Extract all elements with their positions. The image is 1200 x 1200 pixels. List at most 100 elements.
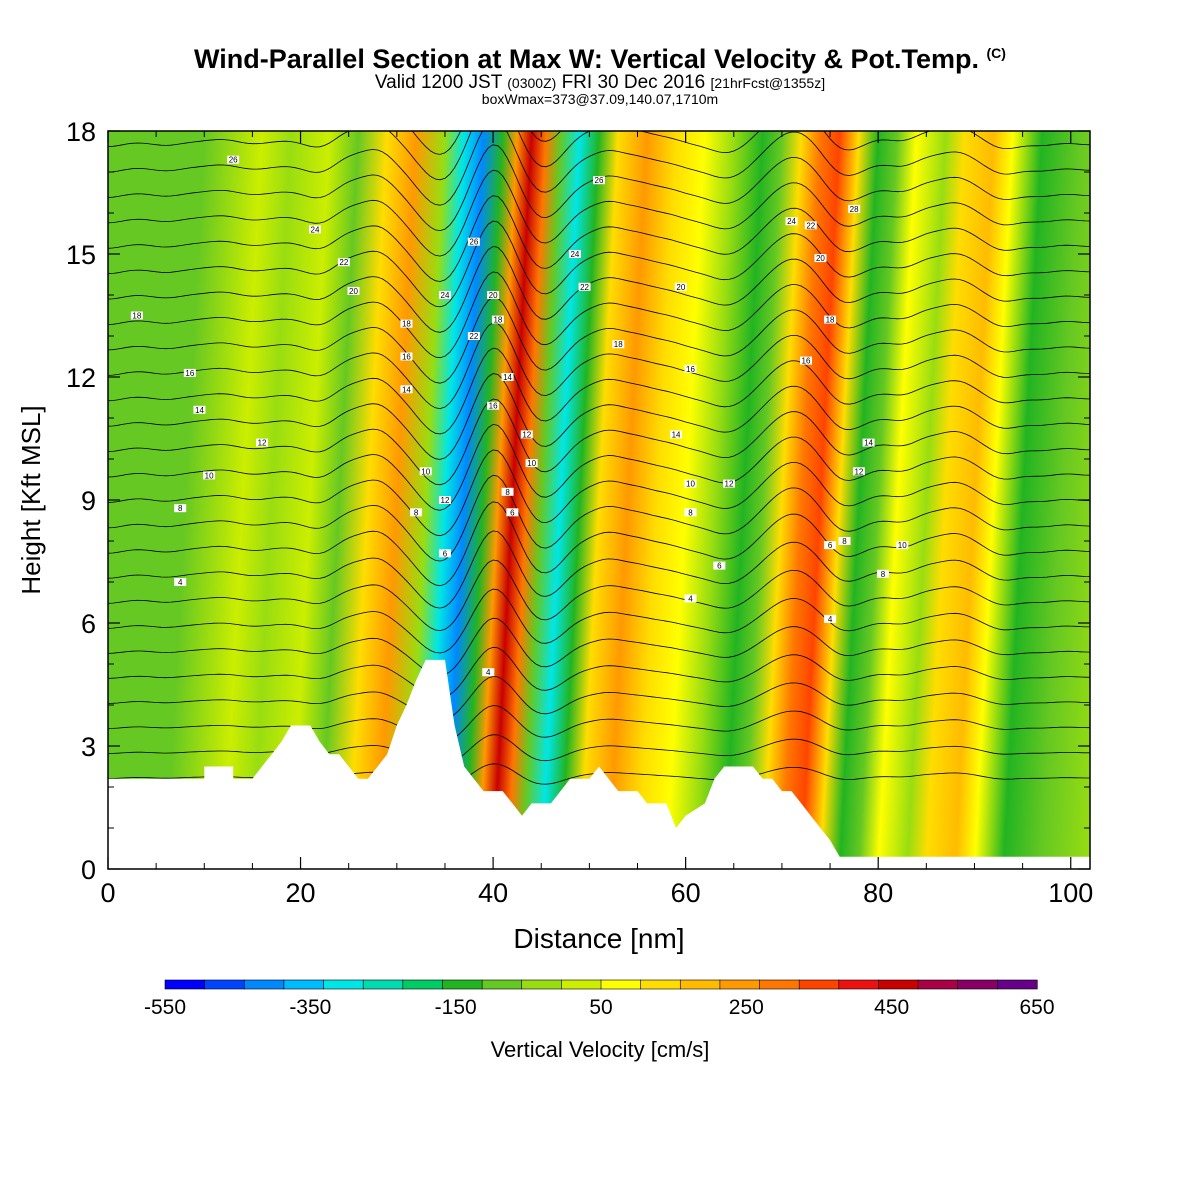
contour-label-text: 8 bbox=[688, 508, 693, 517]
contour-label-text: 10 bbox=[205, 471, 214, 480]
theta-contour-line bbox=[108, 246, 1090, 333]
theta-contour-label: 24 bbox=[568, 250, 581, 259]
terrain bbox=[108, 659, 1090, 869]
theta-contour-label: 20 bbox=[347, 286, 360, 296]
theta-contour-label: 8 bbox=[410, 508, 423, 517]
contour-label-bg bbox=[400, 352, 413, 361]
contour-label-bg bbox=[183, 368, 196, 377]
contour-label-bg bbox=[506, 508, 519, 517]
contour-label-text: 12 bbox=[441, 496, 450, 505]
x-tick-label: 40 bbox=[478, 878, 508, 908]
contour-label-bg bbox=[467, 332, 480, 340]
contour-label-text: 26 bbox=[469, 238, 478, 247]
x-axis-label: Distance [nm] bbox=[513, 923, 684, 954]
theta-contour-line bbox=[108, 373, 1090, 460]
terrain-mask bbox=[108, 659, 1090, 869]
contour-label-text: 4 bbox=[688, 594, 693, 603]
contour-label-bg bbox=[852, 467, 865, 476]
contour-label-bg bbox=[804, 221, 817, 230]
theta-contour-label: 8 bbox=[174, 504, 187, 513]
contour-label-bg bbox=[438, 549, 451, 558]
theta-contour-label: 24 bbox=[438, 291, 451, 300]
theta-contour-label: 4 bbox=[824, 614, 837, 624]
subtitle-utc: (0300Z) bbox=[507, 75, 557, 91]
contour-label-text: 18 bbox=[826, 316, 835, 325]
velocity-shading bbox=[108, 131, 1090, 869]
theta-contour-line bbox=[108, 734, 1090, 766]
contour-label-text: 20 bbox=[349, 287, 358, 296]
theta-contour-label: 16 bbox=[684, 364, 697, 374]
contour-label-bg bbox=[896, 541, 909, 550]
colorbar-tick-label: 250 bbox=[729, 996, 764, 1019]
x-tick-label: 100 bbox=[1048, 878, 1093, 908]
contour-label-text: 18 bbox=[614, 340, 623, 349]
contour-label-bg bbox=[227, 155, 240, 164]
contour-label-bg bbox=[684, 508, 697, 517]
contour-label-text: 10 bbox=[421, 467, 430, 476]
chart-subtitle: Valid 1200 JST (0300Z) FRI 30 Dec 2016 [… bbox=[0, 72, 1200, 94]
theta-contour-line bbox=[108, 423, 1090, 511]
theta-contour-label: 26 bbox=[227, 155, 240, 165]
contour-label-text: 12 bbox=[854, 467, 863, 476]
colorbar-swatch bbox=[561, 979, 602, 990]
contour-label-bg bbox=[193, 405, 206, 414]
axes: 0 20 40 60 80 100 0 3 6 9 12 15 18 bbox=[66, 117, 1093, 908]
theta-contour-label: 8 bbox=[877, 569, 890, 579]
contour-label-text: 22 bbox=[339, 258, 348, 267]
contour-label-bg bbox=[838, 537, 851, 545]
colorbar-swatch bbox=[957, 979, 998, 990]
contour-label-bg bbox=[684, 594, 697, 603]
contour-label-text: 6 bbox=[828, 541, 833, 550]
contour-label-text: 16 bbox=[489, 402, 498, 411]
chart-title: Wind-Parallel Section at Max W: Vertical… bbox=[0, 44, 1200, 75]
contour-label-bg bbox=[337, 258, 350, 267]
contour-label-bg bbox=[684, 364, 697, 373]
theta-contour-line bbox=[108, 271, 1090, 359]
contour-label-bg bbox=[467, 237, 480, 246]
contour-label-bg bbox=[713, 561, 726, 570]
contour-label-text: 28 bbox=[850, 205, 859, 214]
theta-contour-label: 8 bbox=[838, 537, 851, 546]
contour-label-text: 20 bbox=[816, 254, 825, 263]
contour-label-text: 10 bbox=[898, 541, 907, 550]
contour-label-text: 24 bbox=[570, 250, 579, 259]
theta-contour-label: 16 bbox=[400, 352, 413, 362]
contour-label-text: 16 bbox=[402, 353, 411, 362]
contour-label-bg bbox=[824, 614, 837, 623]
colorbar-swatch bbox=[164, 979, 206, 990]
y-tick-label: 6 bbox=[81, 609, 96, 639]
contour-label-bg bbox=[256, 438, 269, 447]
contour-label-text: 14 bbox=[672, 430, 681, 439]
theta-contour-label: 10 bbox=[419, 467, 432, 476]
theta-contour-label: 10 bbox=[684, 479, 697, 489]
copyright-mark: (C) bbox=[986, 45, 1006, 61]
theta-contour-line bbox=[108, 559, 1090, 632]
theta-contour-label: 6 bbox=[506, 508, 519, 517]
contour-label-text: 26 bbox=[229, 156, 238, 165]
theta-contour-line bbox=[108, 220, 1090, 308]
contour-label-text: 8 bbox=[178, 504, 183, 513]
contour-label-text: 16 bbox=[185, 369, 194, 378]
contour-label-text: 18 bbox=[132, 312, 141, 321]
contour-label-bg bbox=[438, 496, 451, 504]
theta-contour-label: 16 bbox=[183, 368, 196, 378]
contour-label-text: 22 bbox=[580, 283, 589, 292]
contour-label-text: 4 bbox=[486, 668, 491, 677]
colorbar-swatch bbox=[917, 979, 959, 990]
contour-label-bg bbox=[785, 217, 798, 226]
contour-label-text: 14 bbox=[402, 385, 411, 394]
contour-label-text: 12 bbox=[725, 480, 734, 489]
contour-label-bg bbox=[400, 385, 413, 394]
contour-label-bg bbox=[520, 430, 533, 439]
theta-contour-label: 4 bbox=[174, 578, 187, 587]
theta-contour-label: 20 bbox=[674, 282, 687, 292]
contour-label-text: 4 bbox=[828, 615, 833, 624]
x-tick-label: 0 bbox=[100, 878, 115, 908]
theta-contour-label: 12 bbox=[520, 430, 533, 439]
y-tick-label: 15 bbox=[66, 240, 96, 270]
x-tick-label: 60 bbox=[671, 878, 701, 908]
subtitle-date: FRI 30 Dec 2016 bbox=[561, 72, 706, 93]
contour-label-text: 18 bbox=[493, 316, 502, 325]
theta-contour-label: 14 bbox=[193, 405, 206, 415]
